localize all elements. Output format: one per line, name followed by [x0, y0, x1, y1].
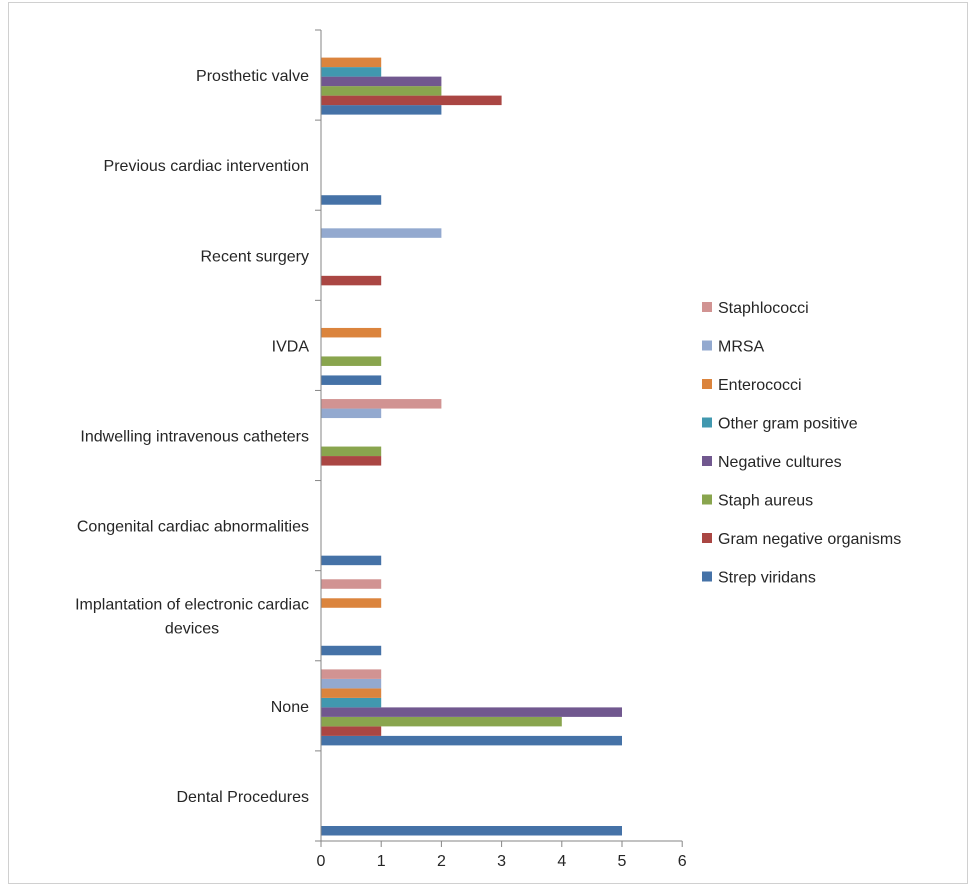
bar-mrsa-indwelling-intravenous-catheters	[321, 408, 382, 419]
bar-strep-viridans-previous-cardiac-intervention	[321, 195, 382, 205]
legend-swatch-strep-viridans	[702, 571, 712, 582]
legend-item-enterococci: Enterococci	[702, 377, 802, 394]
bar-gram-negative-organisms-recent-surgery	[321, 275, 382, 286]
bar-strep-viridans-prosthetic-valve	[321, 105, 442, 115]
category-label-previous-cardiac-intervention: Previous cardiac intervention	[104, 158, 309, 175]
bar-staph-aureus-ivda	[321, 356, 382, 366]
x-tick-label-5: 5	[618, 853, 627, 870]
bar-staph-aureus-none	[321, 716, 562, 727]
bar-staph-aureus-prosthetic-valve	[321, 86, 442, 96]
legend-label-enterococci: Enterococci	[718, 377, 802, 394]
x-tick-label-2: 2	[437, 853, 446, 870]
legend-swatch-other-gram-positive	[702, 417, 712, 428]
bar-enterococci-prosthetic-valve	[321, 57, 382, 68]
legend-label-strep-viridans: Strep viridans	[718, 570, 816, 587]
legend-item-staph-aureus: Staph aureus	[702, 493, 813, 510]
bar-strep-viridans-dental-procedures	[321, 826, 622, 836]
category-label-ivda: IVDA	[272, 338, 310, 355]
legend-swatch-enterococci	[702, 379, 712, 389]
bar-enterococci-ivda	[321, 327, 382, 338]
legend-item-strep-viridans: Strep viridans	[702, 570, 816, 587]
legend-label-mrsa: MRSA	[718, 339, 765, 356]
bar-negative-cultures-prosthetic-valve	[321, 76, 442, 87]
bar-negative-cultures-none	[321, 707, 622, 717]
bar-strep-viridans-implantation-of-electronic-cardiac-devices	[321, 645, 382, 656]
bar-gram-negative-organisms-prosthetic-valve	[321, 95, 502, 106]
category-label-indwelling-intravenous-catheters: Indwelling intravenous catheters	[80, 429, 309, 446]
legend-item-negative-cultures: Negative cultures	[702, 454, 842, 471]
category-label-implantation-of-electronic-cardiac-devices: Implantation of electronic cardiac device…	[75, 597, 309, 638]
legend-swatch-negative-cultures	[702, 456, 712, 466]
bars-layer	[321, 57, 622, 836]
bar-other-gram-positive-none	[321, 697, 382, 708]
bar-strep-viridans-ivda	[321, 375, 382, 385]
category-label-recent-surgery: Recent surgery	[201, 248, 310, 265]
bar-chart: Dental Procedures None Implantation of ele…	[75, 29, 901, 870]
legend-item-staphlococci: Staphlococci	[702, 300, 809, 317]
bar-other-gram-positive-prosthetic-valve	[321, 67, 382, 77]
legend-swatch-staphlococci	[702, 302, 712, 312]
legend-swatch-staph-aureus	[702, 494, 712, 505]
bar-staphlococci-implantation-of-electronic-cardiac-devices	[321, 579, 382, 589]
legend-item-mrsa: MRSA	[702, 339, 765, 356]
bar-gram-negative-organisms-indwelling-intravenous-catheters	[321, 456, 382, 466]
bar-enterococci-implantation-of-electronic-cardiac-devices	[321, 598, 382, 608]
bar-staphlococci-none	[321, 669, 382, 679]
category-label-congenital-cardiac-abnormalities: Congenital cardiac abnormalities	[77, 519, 309, 536]
x-tick-labels: 0 1 2 3 4 5 6	[317, 853, 687, 870]
category-label-prosthetic-valve: Prosthetic valve	[196, 68, 309, 85]
bar-strep-viridans-congenital-cardiac-abnormalities	[321, 555, 382, 566]
category-label-dental-procedures: Dental Procedures	[176, 789, 309, 806]
x-tick-label-4: 4	[557, 853, 566, 870]
legend-item-gram-negative-organisms: Gram negative organisms	[702, 531, 901, 548]
legend-label-staphlococci: Staphlococci	[718, 300, 809, 317]
category-label-none: None	[271, 699, 309, 716]
legend-item-other-gram-positive: Other gram positive	[702, 416, 858, 433]
bar-staph-aureus-indwelling-intravenous-catheters	[321, 446, 382, 457]
legend-swatch-gram-negative-organisms	[702, 533, 712, 543]
x-tick-label-1: 1	[377, 853, 386, 870]
bar-mrsa-recent-surgery	[321, 228, 442, 238]
bar-mrsa-none	[321, 678, 382, 689]
chart-frame: Dental Procedures None Implantation of ele…	[8, 2, 968, 884]
legend-label-staph-aureus: Staph aureus	[718, 493, 813, 510]
legend: Staphlococci MRSA Enterococci Other gram po…	[702, 300, 901, 587]
bar-enterococci-none	[321, 688, 382, 698]
category-labels: Dental Procedures None Implantation of ele…	[75, 68, 309, 806]
x-tick-label-0: 0	[317, 853, 326, 870]
x-tick-label-3: 3	[497, 853, 506, 870]
bar-gram-negative-organisms-none	[321, 726, 382, 736]
x-tick-label-6: 6	[678, 853, 687, 870]
bar-staphlococci-indwelling-intravenous-catheters	[321, 399, 442, 409]
legend-label-gram-negative-organisms: Gram negative organisms	[718, 531, 901, 548]
legend-label-other-gram-positive: Other gram positive	[718, 416, 858, 433]
bar-strep-viridans-none	[321, 735, 622, 746]
axes-layer	[315, 29, 683, 847]
legend-swatch-mrsa	[702, 340, 712, 351]
legend-label-negative-cultures: Negative cultures	[718, 454, 842, 471]
